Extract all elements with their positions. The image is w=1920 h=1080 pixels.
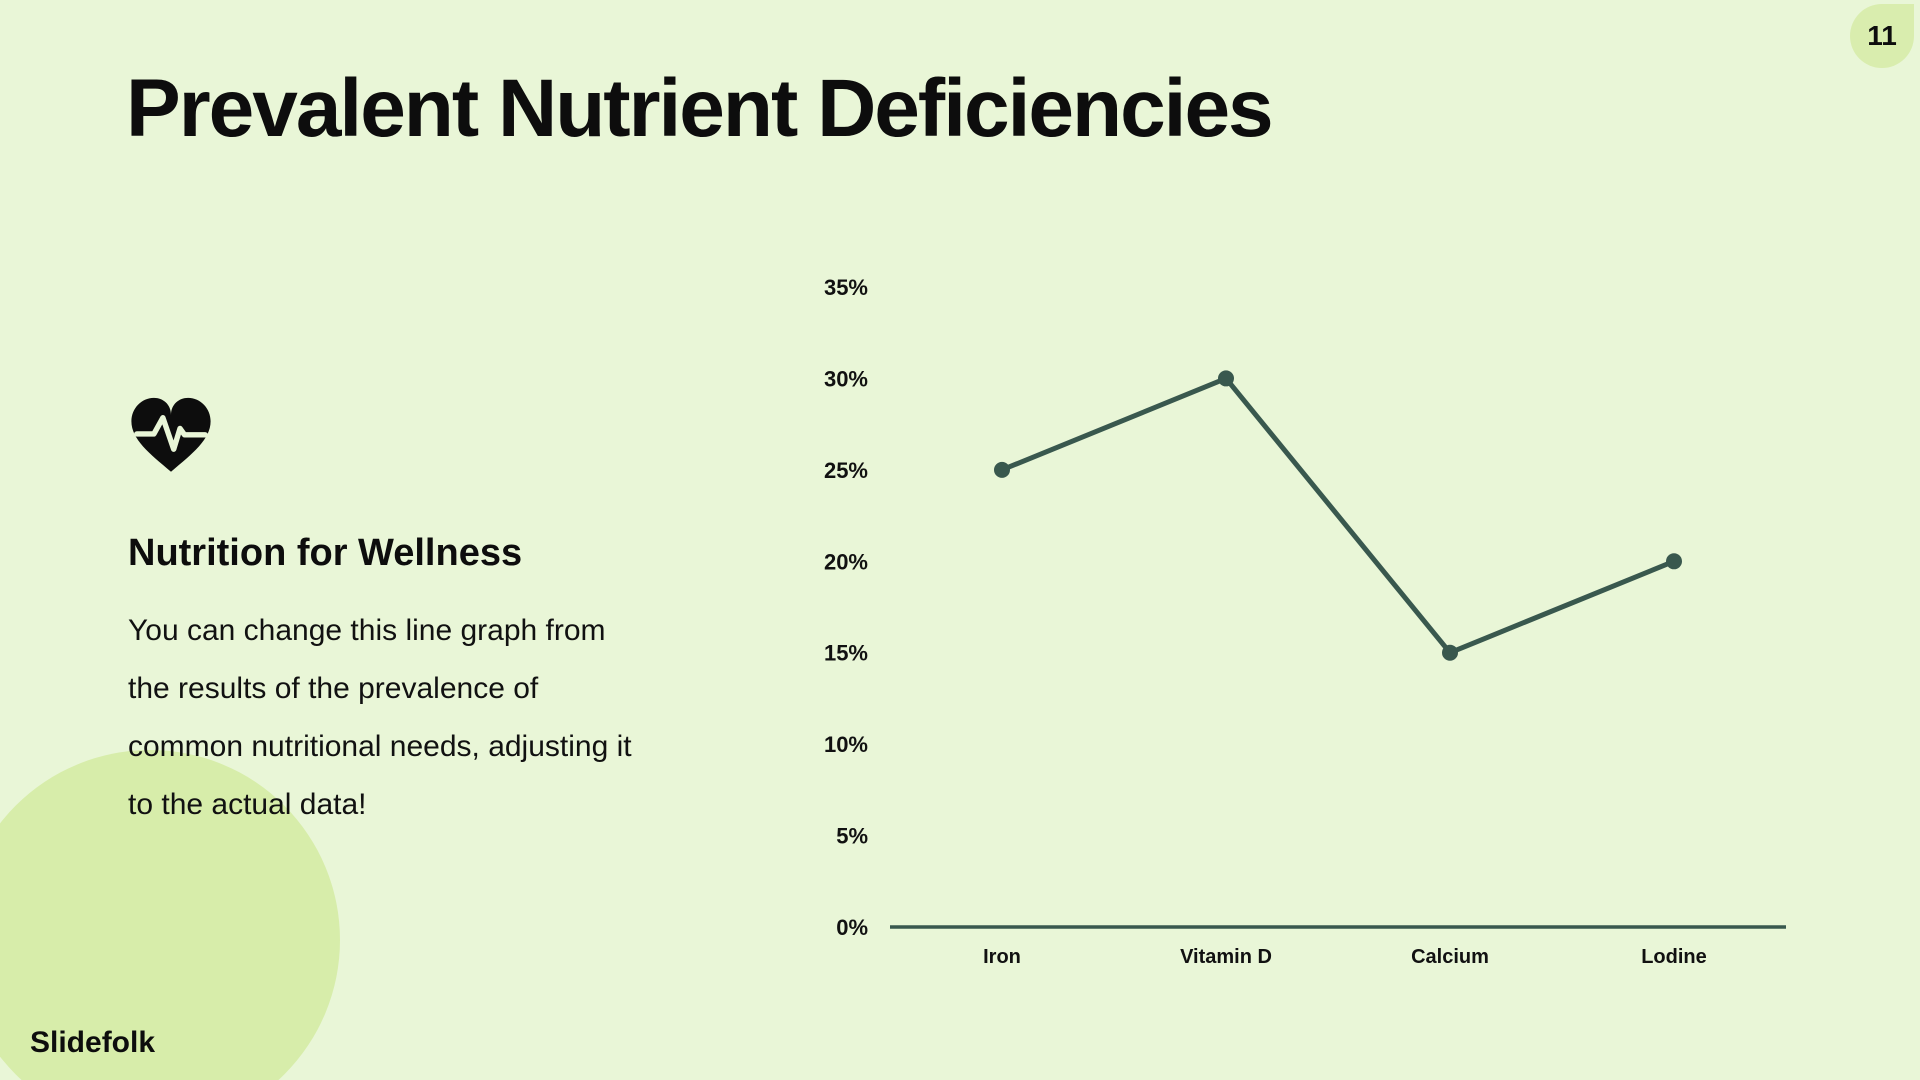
data-point — [1218, 370, 1234, 387]
data-point — [1442, 644, 1458, 661]
heartbeat-icon — [126, 390, 216, 476]
y-tick-label: 15% — [824, 641, 868, 666]
y-tick-label: 10% — [824, 732, 868, 757]
body-text-line: You can change this line graph from — [128, 614, 606, 647]
x-axis-label: Iron — [983, 946, 1021, 968]
slide-title: Prevalent Nutrient Deficiencies — [126, 63, 1274, 154]
data-point — [1666, 553, 1682, 570]
y-tick-label: 30% — [824, 366, 868, 391]
body-text-line: to the actual data! — [128, 788, 367, 821]
brand-logo-text: Slidefolk — [30, 1026, 156, 1059]
body-text-line: common nutritional needs, adjusting it — [128, 730, 632, 763]
y-tick-label: 35% — [824, 275, 868, 300]
body-text: You can change this line graph from the … — [128, 602, 632, 834]
x-axis-label: Calcium — [1411, 946, 1489, 968]
page-number: 11 — [1867, 20, 1897, 51]
y-tick-label: 20% — [824, 549, 868, 574]
section-heading: Nutrition for Wellness — [128, 532, 523, 574]
y-tick-label: 5% — [836, 824, 868, 849]
page-number-badge: 11 — [1850, 4, 1914, 68]
body-text-line: the results of the prevalence of — [128, 672, 539, 705]
data-point — [994, 461, 1010, 478]
x-axis-label: Vitamin D — [1180, 946, 1272, 968]
y-tick-label: 25% — [824, 458, 868, 483]
corner-circle-decoration — [0, 750, 340, 1080]
y-tick-label: 0% — [836, 915, 868, 940]
x-axis-label: Lodine — [1641, 946, 1707, 968]
series-line — [999, 375, 1677, 656]
